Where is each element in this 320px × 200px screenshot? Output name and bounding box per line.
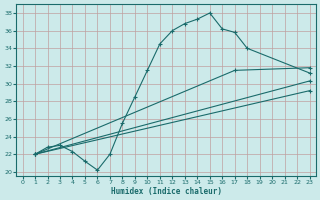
X-axis label: Humidex (Indice chaleur): Humidex (Indice chaleur): [111, 187, 221, 196]
